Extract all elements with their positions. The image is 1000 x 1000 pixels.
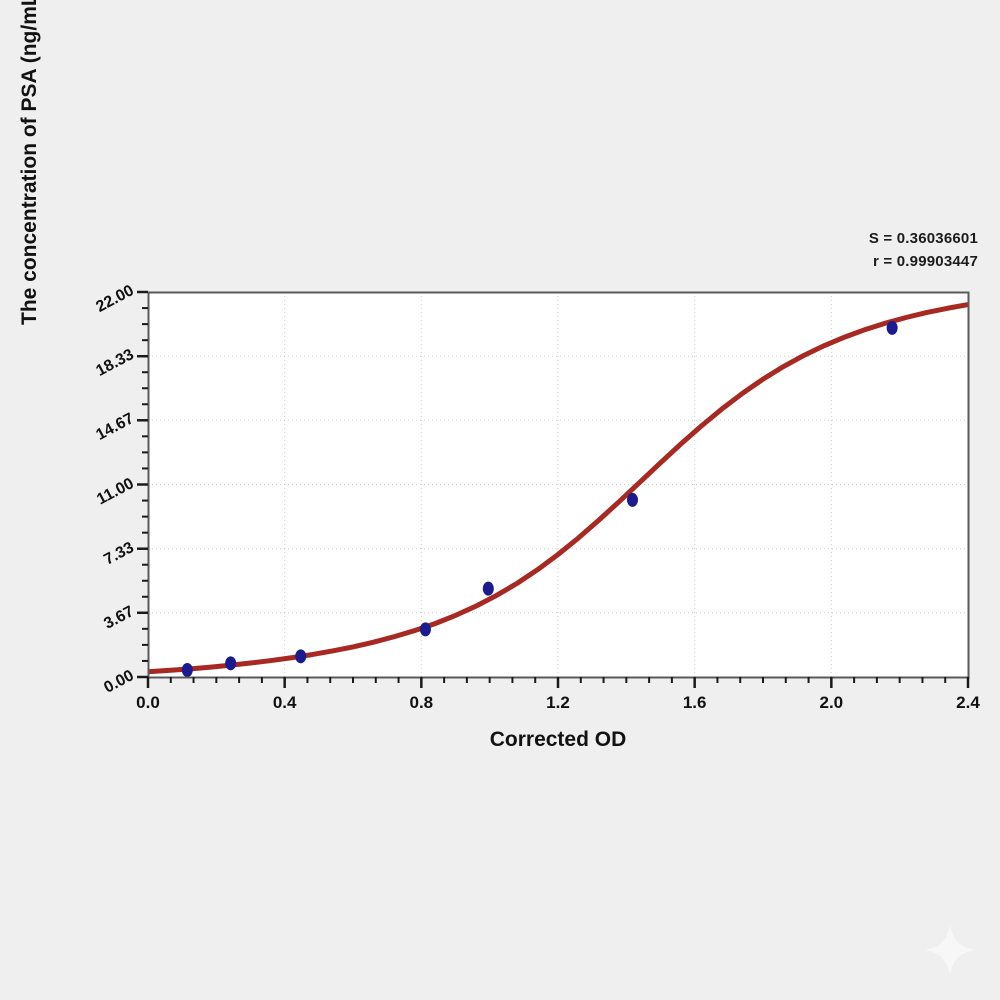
plot-area xyxy=(148,292,968,677)
x-axis-tick-label: 2.0 xyxy=(819,693,844,712)
data-point-marker xyxy=(225,656,237,671)
y-axis-tick-label: 7.33 xyxy=(101,538,137,569)
correlation-coefficient-label: r = 0.99903447 xyxy=(873,252,978,270)
x-axis-tick-label: 0.8 xyxy=(409,693,434,712)
data-point-marker xyxy=(482,581,494,596)
y-axis-tick-label: 14.67 xyxy=(93,410,137,445)
data-point-marker xyxy=(419,622,431,637)
data-point-marker xyxy=(886,320,898,335)
fit-statistics-annotation: S = 0.36036601 r = 0.99903447 xyxy=(869,228,978,273)
data-point-markers xyxy=(181,320,898,677)
x-axis-tick-label: 0.0 xyxy=(136,693,160,712)
x-axis-title: Corrected OD xyxy=(489,728,627,751)
four-point-star-watermark-icon xyxy=(924,924,976,976)
y-axis-title: The concentration of PSA (ng/mL) xyxy=(18,0,41,325)
y-axis-tick-label: 18.33 xyxy=(93,346,137,381)
data-point-marker xyxy=(626,492,638,507)
plot-canvas xyxy=(148,292,968,677)
data-point-marker xyxy=(295,649,307,664)
y-axis-tick-label: 3.67 xyxy=(101,602,137,633)
y-axis-tick-label: 11.00 xyxy=(94,474,137,508)
x-axis-tick-label: 1.6 xyxy=(682,693,707,712)
grid-lines xyxy=(148,292,968,677)
data-point-marker xyxy=(181,663,193,677)
x-axis-tick-label: 1.2 xyxy=(546,693,570,712)
x-axis-tick-label: 2.4 xyxy=(956,693,980,712)
x-axis-tick-label: 0.4 xyxy=(272,693,297,712)
standard-error-label: S = 0.36036601 xyxy=(868,230,978,247)
